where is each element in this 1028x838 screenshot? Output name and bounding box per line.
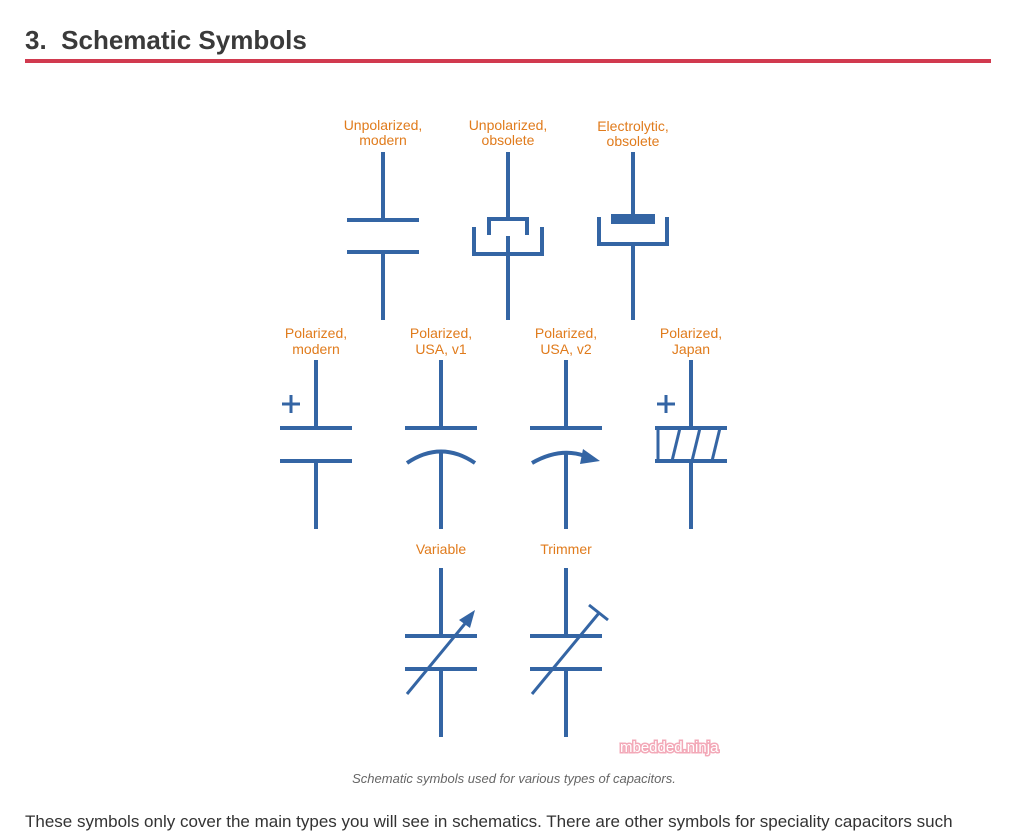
label-trimmer: Trimmer [540,541,592,557]
symbol-unpolarized-obsolete: Unpolarized, obsolete [469,117,548,320]
label-unpolarized-modern-line2: modern [359,132,406,148]
label-polarized-usa-v1-line1: Polarized, [410,325,472,341]
label-unpolarized-obsolete-line2: obsolete [482,132,535,148]
body-paragraph: These symbols only cover the main types … [25,812,953,831]
heading-rule [25,59,991,63]
label-polarized-usa-v2-line1: Polarized, [535,325,597,341]
label-unpolarized-obsolete-line1: Unpolarized, [469,117,548,133]
symbol-variable: Variable [405,541,477,737]
label-polarized-japan-line2: Japan [672,341,710,357]
label-variable: Variable [416,541,467,557]
label-electrolytic-obsolete-line1: Electrolytic, [597,118,669,134]
symbol-polarized-usa-v2: Polarized, USA, v2 [530,325,602,529]
symbol-trimmer: Trimmer [530,541,609,737]
label-polarized-usa-v1-line2: USA, v1 [415,341,467,357]
symbol-electrolytic-obsolete: Electrolytic, obsolete [597,118,669,320]
label-polarized-usa-v2-line2: USA, v2 [540,341,592,357]
watermark: mbedded.ninja [620,739,719,756]
label-unpolarized-modern-line1: Unpolarized, [344,117,423,133]
symbol-unpolarized-modern: Unpolarized, modern [344,117,423,320]
label-polarized-modern-line2: modern [292,341,339,357]
section-number: 3. [25,25,47,55]
label-polarized-modern-line1: Polarized, [285,325,347,341]
symbol-polarized-japan: Polarized, Japan [655,325,727,529]
symbol-polarized-usa-v1: Polarized, USA, v1 [405,325,477,529]
symbol-polarized-modern: Polarized, modern [280,325,352,529]
label-polarized-japan-line1: Polarized, [660,325,722,341]
section-heading: 3. Schematic Symbols [25,22,991,58]
figure-caption: Schematic symbols used for various types… [352,771,676,786]
section-title: Schematic Symbols [61,25,307,55]
label-electrolytic-obsolete-line2: obsolete [607,133,660,149]
